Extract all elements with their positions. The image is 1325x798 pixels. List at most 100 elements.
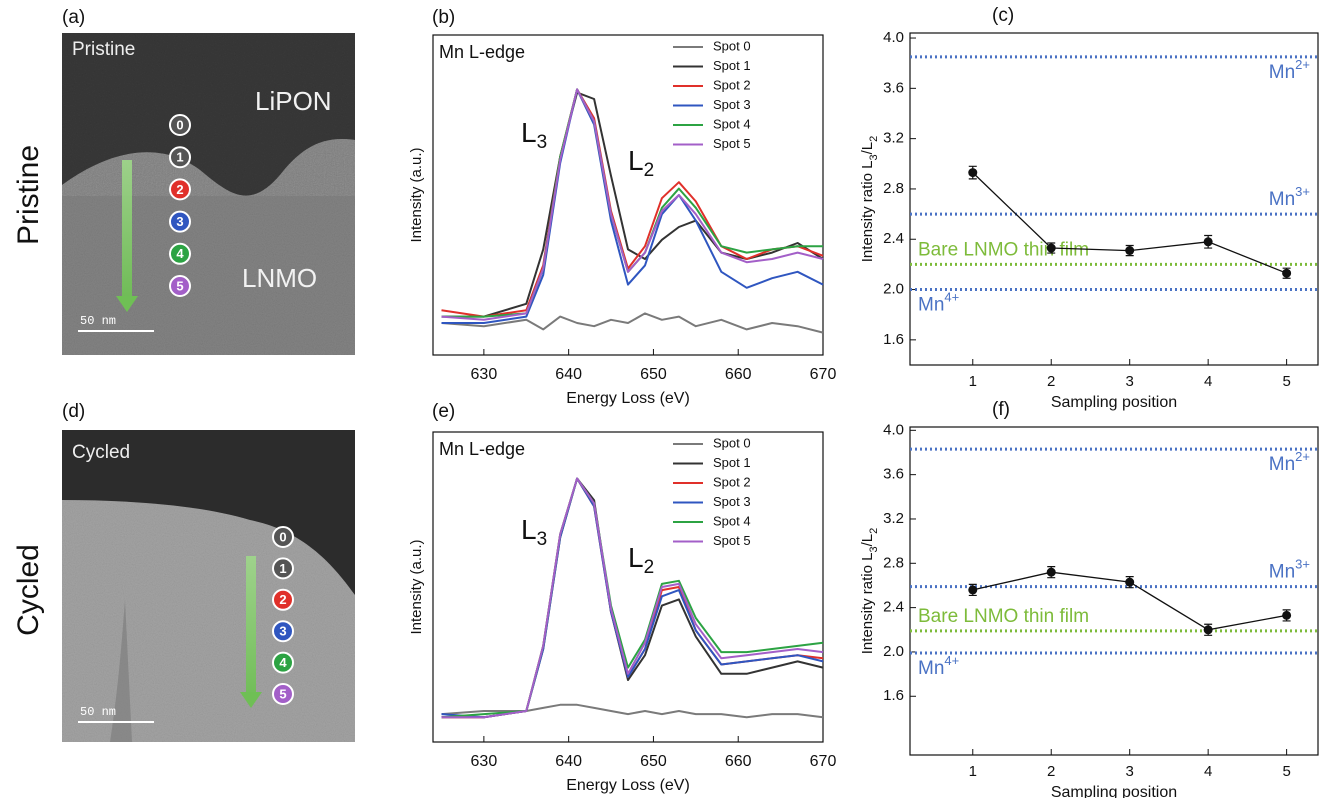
- reference-label-sup: 3+: [1295, 184, 1310, 199]
- x-tick-label: 640: [555, 366, 582, 383]
- y-tick-label: 4.0: [883, 421, 904, 438]
- reference-label-text: Bare LNMO thin film: [918, 239, 1089, 260]
- spot-label: 5: [176, 278, 183, 293]
- spectrum-line: [441, 477, 824, 719]
- y-tick-label: 3.2: [883, 510, 904, 527]
- x-tick-label: 670: [810, 366, 837, 383]
- y-axis-label-part: 3: [868, 546, 880, 552]
- peak-label: L3: [521, 117, 547, 153]
- spectrum-line: [441, 477, 824, 719]
- arrow: [122, 160, 132, 298]
- spot-marker: [169, 114, 191, 136]
- data-point: [1125, 246, 1135, 256]
- y-axis-label-part: Intensity ratio L: [859, 161, 876, 263]
- panel-label: (f): [992, 399, 1010, 420]
- panel-label: (d): [62, 401, 85, 422]
- spot-label: 0: [279, 529, 286, 544]
- data-point: [968, 585, 978, 595]
- spot-label: 4: [176, 246, 184, 261]
- reference-label: Mn2+: [1269, 449, 1310, 475]
- data-point: [1046, 243, 1056, 253]
- y-axis-label-part: /L: [859, 534, 876, 547]
- x-tick-label: 4: [1204, 373, 1212, 390]
- legend-label: Spot 0: [713, 38, 751, 53]
- y-tick-label: 4.0: [883, 29, 904, 46]
- spectrum-line: [441, 477, 824, 719]
- legend-label: Spot 0: [713, 435, 751, 450]
- spectrum-line: [441, 88, 823, 318]
- legend-label: Spot 3: [713, 97, 751, 112]
- y-axis-label-part: /L: [859, 142, 876, 155]
- x-tick-label: 3: [1126, 763, 1134, 780]
- spot-label: 5: [279, 686, 286, 701]
- reference-label: Mn3+: [1269, 184, 1310, 210]
- x-tick-label: 4: [1204, 763, 1212, 780]
- x-tick-label: 660: [725, 753, 752, 770]
- y-tick-label: 2.4: [883, 230, 904, 247]
- x-axis-label: Sampling position: [1051, 394, 1177, 411]
- peak-label-text: L: [628, 542, 644, 573]
- peak-label-sub: 2: [644, 160, 655, 181]
- x-tick-label: 5: [1282, 373, 1290, 390]
- reference-label-text: Bare LNMO thin film: [918, 606, 1089, 627]
- spot-marker: [272, 588, 294, 611]
- reference-label-sup: 2+: [1295, 449, 1310, 464]
- row-label: Pristine: [12, 145, 45, 245]
- peak-label-text: L: [628, 145, 644, 176]
- x-axis-label: Energy Loss (eV): [566, 777, 690, 794]
- peak-label: L3: [521, 514, 547, 550]
- image-label: Cycled: [72, 442, 130, 463]
- x-tick-label: 670: [810, 753, 837, 770]
- plot-frame: [909, 32, 1319, 366]
- x-tick-label: 650: [640, 366, 667, 383]
- spot-marker: [272, 651, 294, 674]
- reference-label: Bare LNMO thin film: [918, 606, 1089, 627]
- legend-label: Spot 2: [713, 474, 751, 489]
- peak-label: L2: [628, 145, 654, 181]
- legend-label: Spot 1: [713, 455, 751, 470]
- spot-marker: [272, 557, 294, 580]
- annotation: Mn L-edge: [439, 439, 525, 459]
- y-axis-label-part: Intensity ratio L: [859, 553, 876, 655]
- reference-label-sup: 2+: [1295, 57, 1310, 72]
- legend-label: Spot 1: [713, 58, 751, 73]
- y-tick-label: 3.6: [883, 466, 904, 483]
- spot-marker: [169, 242, 191, 265]
- data-point: [1203, 625, 1213, 635]
- region-label: LNMO: [242, 263, 317, 293]
- spot-label: 0: [176, 117, 183, 132]
- y-axis-label: Intensity ratio L3/L2: [859, 136, 880, 262]
- data-point: [1203, 237, 1213, 247]
- spot-label: 1: [279, 561, 286, 576]
- legend-label: Spot 4: [713, 116, 751, 131]
- data-point: [1046, 567, 1056, 577]
- reference-label-text: Mn: [1269, 189, 1295, 210]
- y-axis-label-part: 3: [868, 154, 880, 160]
- y-tick-label: 2.0: [883, 643, 904, 660]
- y-axis-label-part: 2: [868, 528, 880, 534]
- spot-label: 2: [176, 182, 183, 197]
- y-tick-label: 3.6: [883, 79, 904, 96]
- legend-label: Spot 5: [713, 533, 751, 548]
- y-tick-label: 2.8: [883, 180, 904, 197]
- peak-label-text: L: [521, 514, 537, 545]
- micrograph: [62, 430, 355, 742]
- spectrum-line: [441, 88, 824, 318]
- y-tick-label: 2.8: [883, 554, 904, 571]
- data-point: [968, 168, 978, 178]
- spot-marker: [272, 683, 294, 705]
- panel-label: (a): [62, 7, 85, 28]
- y-axis-label: Intensity (a.u.): [408, 539, 425, 634]
- x-tick-label: 630: [471, 366, 498, 383]
- y-axis-label: Intensity (a.u.): [408, 147, 425, 242]
- x-axis-label: Energy Loss (eV): [566, 390, 690, 407]
- spectrum-line: [441, 91, 824, 318]
- spot-label: 2: [279, 592, 286, 607]
- spot-marker: [272, 620, 294, 643]
- reference-label: Mn2+: [1269, 57, 1310, 83]
- x-tick-label: 630: [471, 753, 498, 770]
- plot-frame: [909, 426, 1319, 756]
- y-tick-label: 1.6: [883, 687, 904, 704]
- arrow: [240, 692, 262, 708]
- spectrum-line: [441, 477, 824, 719]
